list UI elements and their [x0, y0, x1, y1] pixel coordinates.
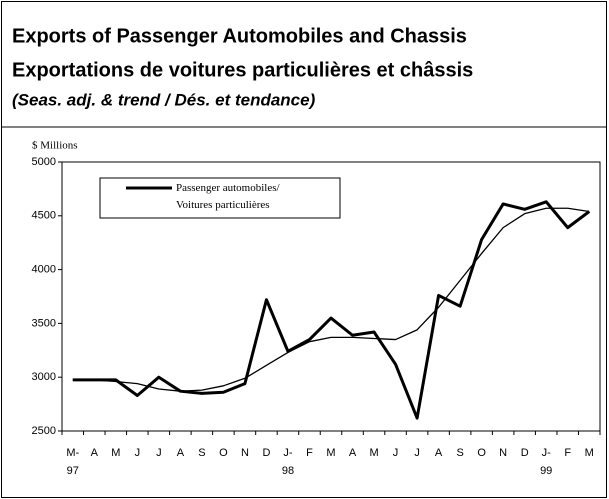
y-tick-label: 4500	[32, 210, 56, 222]
x-tick-label: F	[564, 447, 571, 459]
x-tick-label: J-99	[540, 447, 552, 477]
x-tick-label: J	[414, 447, 420, 459]
x-tick-label: J	[135, 447, 141, 459]
x-tick-label: A	[435, 447, 443, 459]
y-tick-label: 2500	[32, 425, 56, 437]
x-tick-label: M-97	[66, 447, 79, 477]
x-tick-label: D	[521, 447, 529, 459]
x-tick-label: M	[326, 447, 335, 459]
x-tick-label: M	[369, 447, 378, 459]
y-tick-label: 3000	[32, 371, 56, 383]
chart-title: Exports of Passenger Automobiles and Cha…	[12, 25, 467, 47]
x-tick-label: M	[585, 447, 594, 459]
legend-box	[99, 177, 341, 219]
x-tick-label: A	[177, 447, 185, 459]
series-line	[72, 207, 590, 392]
y-axis-label: $ Millions	[32, 140, 78, 152]
legend-label: Passenger automobiles/Voitures particuli…	[176, 182, 281, 211]
x-tick-label: S	[456, 447, 463, 459]
x-tick-label: O	[219, 447, 228, 459]
x-tick-label: S	[198, 447, 205, 459]
chart-note: (Seas. adj. & trend / Dés. et tendance)	[12, 90, 316, 109]
series-line	[72, 200, 591, 420]
y-tick-label: 5000	[32, 156, 56, 168]
x-tick-label: N	[499, 447, 507, 459]
x-tick-label: J-98	[282, 447, 294, 477]
x-tick-label: A	[91, 447, 99, 459]
x-tick-label: J	[156, 447, 162, 459]
x-tick-label: N	[241, 447, 249, 459]
x-tick-label: J	[393, 447, 399, 459]
x-tick-label: O	[477, 447, 486, 459]
x-tick-label: A	[349, 447, 357, 459]
plot-frame	[61, 161, 601, 432]
y-tick-label: 3500	[32, 317, 56, 329]
x-tick-label: M	[111, 447, 120, 459]
y-tick-label: 4000	[32, 264, 56, 276]
chart-subtitle: Exportations de voitures particulières e…	[12, 59, 473, 81]
x-tick-label: D	[262, 447, 270, 459]
x-tick-label: F	[306, 447, 313, 459]
